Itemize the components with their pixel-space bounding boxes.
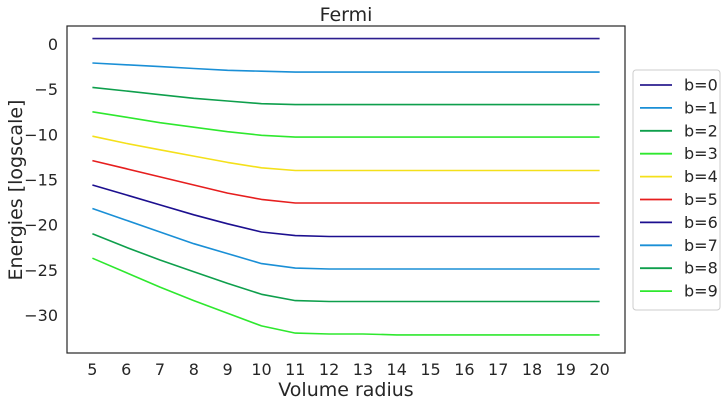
- x-tick-label: 20: [589, 360, 609, 379]
- y-tick-labels: 0 −5 −10 −15 −20 −25 −30: [24, 35, 58, 325]
- x-tick-label: 6: [121, 360, 131, 379]
- legend-label: b=2: [684, 121, 718, 140]
- series-line-4: [92, 135, 600, 172]
- x-tick-label: 9: [223, 360, 233, 379]
- legend-item: b=9: [640, 282, 718, 301]
- y-axis-title: Energies [logscale]: [5, 100, 27, 281]
- x-tick-label: 13: [353, 360, 373, 379]
- legend-label: b=9: [684, 282, 718, 301]
- series-line-1: [92, 62, 600, 73]
- legend: b=0 b=1 b=2 b=3 b=4 b=5 b=6 b=7 b=8 b=9: [632, 69, 721, 311]
- y-tick-label: 0: [48, 35, 58, 54]
- legend-item: b=0: [640, 76, 718, 95]
- legend-item: b=4: [640, 167, 718, 186]
- y-tick-label: −20: [24, 216, 58, 235]
- x-tick-label: 11: [285, 360, 305, 379]
- x-tick-label: 14: [387, 360, 407, 379]
- legend-label: b=1: [684, 98, 718, 117]
- x-tick-label: 19: [556, 360, 576, 379]
- legend-label: b=5: [684, 190, 718, 209]
- series-line-2: [92, 86, 600, 106]
- series-line-9: [92, 257, 600, 336]
- plot-lines: [92, 37, 600, 336]
- legend-label: b=8: [684, 259, 718, 278]
- y-tick-label: −25: [24, 261, 58, 280]
- x-tick-label: 12: [319, 360, 339, 379]
- legend-label: b=7: [684, 236, 718, 255]
- x-axis-title: Volume radius: [278, 379, 413, 401]
- legend-item: b=8: [640, 259, 718, 278]
- legend-item: b=5: [640, 190, 718, 209]
- chart-title: Fermi: [320, 4, 373, 26]
- legend-label: b=3: [684, 144, 718, 163]
- series-line-3: [92, 111, 600, 138]
- y-tick-label: −10: [24, 125, 58, 144]
- legend-item: b=6: [640, 213, 718, 232]
- x-tick-label: 5: [87, 360, 97, 379]
- x-tick-labels: 5 6 7 8 9 10 11 12 13 14 15 16 17 18 19 20: [87, 360, 609, 379]
- series-line-6: [92, 184, 600, 238]
- legend-item: b=7: [640, 236, 718, 255]
- x-tick-label: 8: [189, 360, 199, 379]
- legend-item: b=2: [640, 121, 718, 140]
- y-tick-label: −5: [34, 80, 58, 99]
- x-tick-label: 15: [420, 360, 440, 379]
- x-tick-label: 16: [454, 360, 474, 379]
- series-line-8: [92, 233, 600, 303]
- series-line-5: [92, 159, 600, 204]
- x-tick-label: 17: [488, 360, 508, 379]
- legend-item: b=3: [640, 144, 718, 163]
- x-tick-label: 18: [522, 360, 542, 379]
- series-line-7: [92, 207, 600, 270]
- legend-label: b=4: [684, 167, 718, 186]
- x-tick-label: 7: [155, 360, 165, 379]
- plot-frame: [66, 25, 626, 354]
- x-tick-label: 10: [251, 360, 271, 379]
- y-tick-label: −15: [24, 171, 58, 190]
- legend-label: b=0: [684, 76, 718, 95]
- y-tick-label: −30: [24, 306, 58, 325]
- legend-item: b=1: [640, 98, 718, 117]
- legend-label: b=6: [684, 213, 718, 232]
